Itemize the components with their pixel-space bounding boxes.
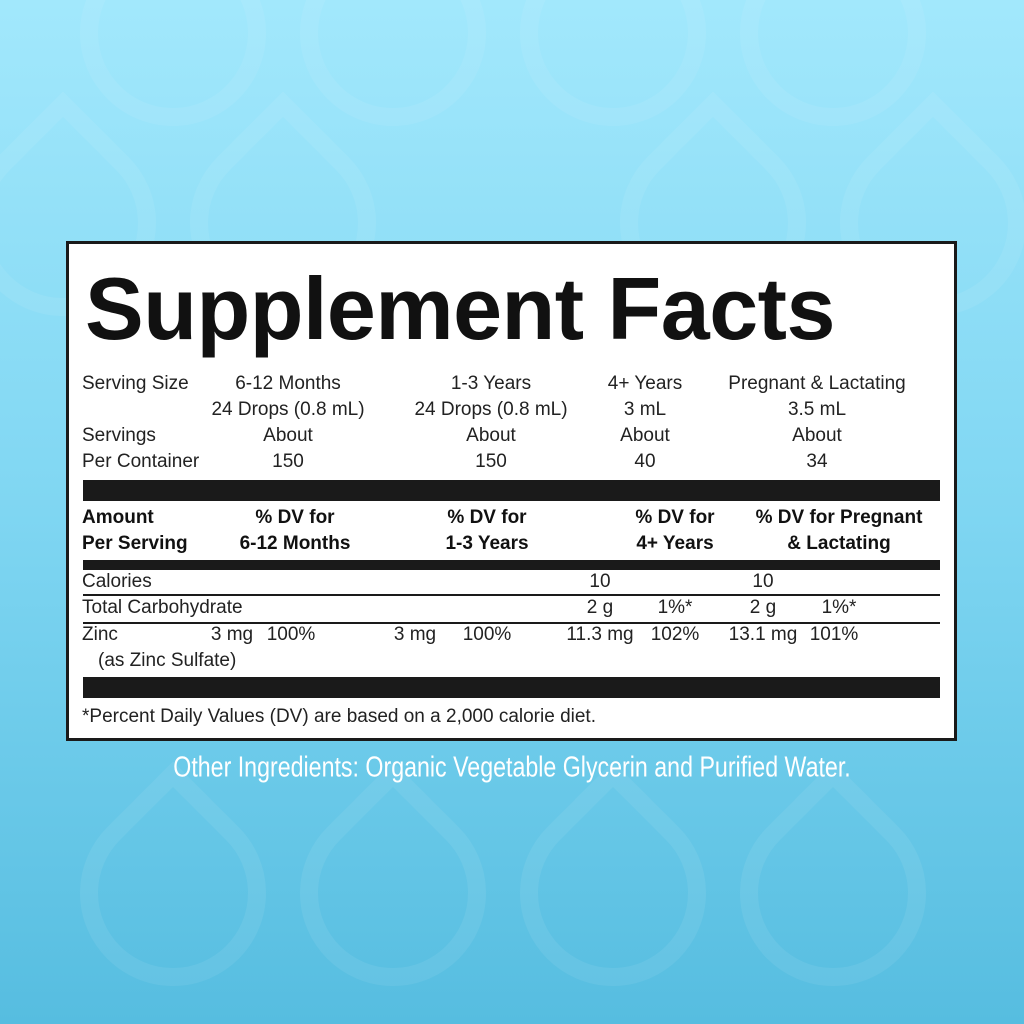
- carb-4plus-amount: 2 g: [586, 597, 614, 618]
- zinc-1-3-dv: 100%: [462, 624, 512, 645]
- size-4plus: 3 mL: [623, 399, 667, 420]
- zinc-6-12-amount: 3 mg: [210, 624, 254, 645]
- dv-header-6-12-sub: 6-12 Months: [239, 533, 351, 554]
- serving-size-label: Serving Size: [82, 373, 189, 394]
- supplement-facts-label: Supplement Facts Serving Size Servings P…: [66, 241, 957, 741]
- dv-header-pregnant-sub: & Lactating: [787, 533, 891, 554]
- zinc-pregnant-dv: 101%: [809, 624, 859, 645]
- zinc-pregnant-amount: 13.1 mg: [728, 624, 798, 645]
- about-1-3: About: [466, 425, 516, 446]
- carb-name: Total Carbohydrate: [82, 597, 243, 618]
- zinc-name: Zinc: [82, 624, 118, 645]
- dv-header-1-3: % DV for: [447, 507, 527, 528]
- dv-header-6-12: % DV for: [255, 507, 335, 528]
- size-1-3: 24 Drops (0.8 mL): [414, 399, 568, 420]
- count-pregnant: 34: [806, 451, 828, 472]
- zinc-source: (as Zinc Sulfate): [98, 650, 237, 671]
- calories-4plus: 10: [589, 571, 611, 592]
- row-divider: [83, 594, 940, 596]
- zinc-4plus-amount: 11.3 mg: [566, 624, 634, 645]
- zinc-1-3-amount: 3 mg: [393, 624, 437, 645]
- carb-pregnant-amount: 2 g: [749, 597, 777, 618]
- count-1-3: 150: [475, 451, 507, 472]
- about-4plus: About: [620, 425, 670, 446]
- other-ingredients: Other Ingredients: Organic Vegetable Gly…: [173, 751, 851, 784]
- thick-divider: [83, 480, 940, 501]
- per-container-label: Per Container: [82, 451, 200, 472]
- carb-pregnant-dv: 1%*: [821, 597, 857, 618]
- group-pregnant: Pregnant & Lactating: [728, 373, 906, 394]
- carb-4plus-dv: 1%*: [657, 597, 693, 618]
- dv-header-4plus-sub: 4+ Years: [636, 533, 714, 554]
- about-6-12: About: [263, 425, 313, 446]
- dv-header-4plus: % DV for: [635, 507, 715, 528]
- row-divider: [83, 622, 940, 624]
- medium-divider: [83, 560, 940, 570]
- servings-label: Servings: [82, 425, 156, 446]
- about-pregnant: About: [792, 425, 842, 446]
- footnote: *Percent Daily Values (DV) are based on …: [82, 706, 596, 727]
- calories-pregnant: 10: [752, 571, 774, 592]
- group-4plus: 4+ Years: [607, 373, 683, 394]
- thick-divider: [83, 677, 940, 698]
- amount-header: Amount: [82, 507, 154, 528]
- group-1-3: 1-3 Years: [450, 373, 532, 394]
- calories-name: Calories: [82, 571, 152, 592]
- per-serving-header: Per Serving: [82, 533, 188, 554]
- zinc-4plus-dv: 102%: [650, 624, 700, 645]
- label-title: Supplement Facts: [85, 259, 835, 358]
- group-6-12: 6-12 Months: [235, 373, 341, 394]
- dv-header-1-3-sub: 1-3 Years: [445, 533, 529, 554]
- size-pregnant: 3.5 mL: [787, 399, 847, 420]
- dv-header-pregnant: % DV for Pregnant: [755, 507, 923, 528]
- count-6-12: 150: [272, 451, 304, 472]
- count-4plus: 40: [634, 451, 656, 472]
- zinc-6-12-dv: 100%: [266, 624, 316, 645]
- size-6-12: 24 Drops (0.8 mL): [211, 399, 365, 420]
